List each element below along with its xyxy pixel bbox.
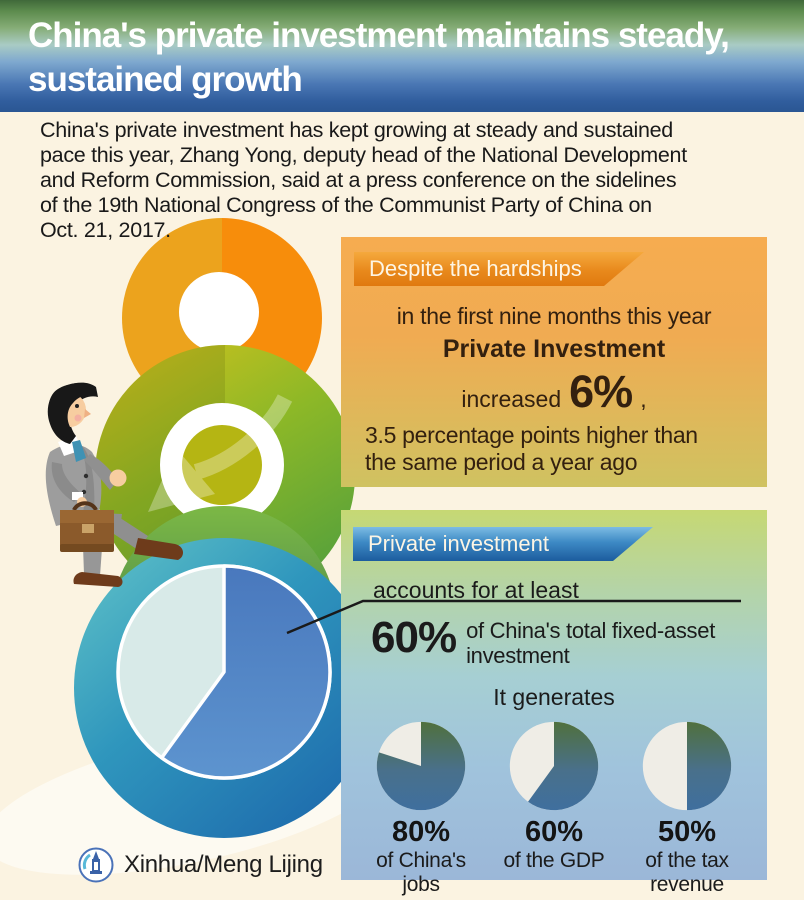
gdp-pie-chart <box>509 721 599 811</box>
jobs-pie-wedge <box>376 721 466 811</box>
share-text-line: of China's total fixed-asset <box>466 618 716 643</box>
tax-pie-chart <box>642 721 732 811</box>
increase-value: 6% <box>569 366 633 417</box>
tax-pie-wedge <box>687 721 732 811</box>
share-row: 60% of China's total fixed-asset investm… <box>371 613 767 669</box>
intro-line: pace this year, Zhang Yong, deputy head … <box>40 143 687 167</box>
stat-gdp: 60% of the GDP <box>488 719 620 897</box>
hardships-panel: Despite the hardships in the first nine … <box>341 237 767 487</box>
stat-value: 50% <box>657 816 717 848</box>
credit-row: Xinhua/Meng Lijing <box>78 847 323 883</box>
intro-line: and Reform Commission, said at a press c… <box>40 168 677 192</box>
stat-value: 80% <box>391 816 451 848</box>
stat-label: of the tax revenue <box>645 849 729 896</box>
main-pie-chart <box>116 564 332 780</box>
generates-label: It generates <box>493 684 615 710</box>
businessman-climbing-icon <box>45 382 184 587</box>
jobs-pie-chart <box>376 721 466 811</box>
page-title-line2: sustained growth <box>28 60 303 99</box>
stat-label: of China's jobs <box>376 849 466 896</box>
intro-paragraph: China's private investment has kept grow… <box>40 118 780 243</box>
stat-tax: 50% of the tax revenue <box>621 719 753 897</box>
investment-lead: accounts for at least <box>373 577 579 603</box>
hardships-line1: in the first nine months this year <box>396 303 712 329</box>
note-line: 3.5 percentage points higher than <box>365 422 698 448</box>
note-line: the same period a year ago <box>365 449 638 475</box>
increase-comma: , <box>640 386 647 412</box>
investment-panel: Private investment accounts for at least… <box>341 510 767 896</box>
stat-jobs: 80% of China's jobs <box>355 719 487 897</box>
hardships-line2: Private Investment <box>442 335 666 363</box>
gdp-pie-wedge <box>528 721 599 811</box>
share-text-line: investment <box>466 643 570 668</box>
intro-line: China's private investment has kept grow… <box>40 118 673 142</box>
page-title-line1: China's private investment maintains ste… <box>28 16 730 55</box>
investment-banner: Private investment <box>353 527 653 561</box>
xinhua-emblem-icon <box>78 847 114 883</box>
stat-label: of the GDP <box>503 849 605 872</box>
stat-value: 60% <box>524 816 584 848</box>
increase-row: increased 6% , <box>341 366 767 418</box>
header-banner: China's private investment maintains ste… <box>0 0 804 112</box>
intro-line: Oct. 21, 2017. <box>40 218 171 242</box>
increase-word: increased <box>461 386 562 412</box>
mini-pies-row: 80% of China's jobs 60% of the GDP <box>341 719 767 897</box>
hardships-banner: Despite the hardships <box>354 252 644 286</box>
intro-line: of the 19th National Congress of the Com… <box>40 193 652 217</box>
curved-down-arrow-icon <box>148 394 293 512</box>
share-value: 60% <box>371 613 457 662</box>
credit-text: Xinhua/Meng Lijing <box>124 851 323 878</box>
